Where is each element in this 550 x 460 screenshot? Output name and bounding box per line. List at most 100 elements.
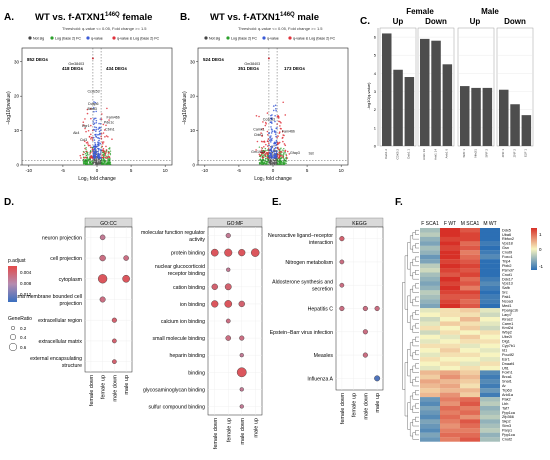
volcano-point-ns	[262, 162, 265, 165]
heatmap-cell	[460, 276, 480, 282]
volcano-point-sig	[104, 156, 107, 159]
volcano-point-sig	[270, 139, 273, 141]
volcano-point-ns	[269, 161, 271, 164]
heatmap-cell	[420, 325, 440, 331]
volcano-point-sig	[100, 149, 102, 152]
panel-c-bars: 0 1 2 3 4 5 6 Dab1 2 CDK5 2 Dab1 1 Ank1 19 Ank1 14 A…	[374, 27, 534, 160]
volcano-point-sig	[97, 152, 100, 155]
volcano-point-sig	[89, 138, 92, 140]
heatmap-cell	[440, 299, 460, 304]
volcano-point-sig	[95, 146, 97, 148]
heatmap-cell	[420, 236, 440, 242]
volcano-point-sig	[270, 132, 273, 134]
volcano-point-sig	[85, 150, 88, 153]
x-tick-label: 10	[163, 168, 169, 173]
heatmap-row-label: Arid1a	[502, 393, 514, 397]
volcano-point-ns	[265, 160, 267, 162]
volcano-point-ns	[266, 163, 268, 165]
heatmap-cell	[420, 383, 440, 389]
panel-c-ytick: 5	[374, 53, 377, 58]
volcano-point-sig	[258, 115, 260, 118]
volcano-point-ns	[86, 152, 88, 154]
volcano-point-ns	[109, 150, 112, 152]
heatmap-cell	[460, 370, 480, 375]
volcano-point-sig	[89, 155, 92, 158]
heatmap-cell	[440, 401, 460, 407]
volcano-point-sig	[87, 143, 89, 145]
panel-c: C. Female Male Up Down Up Down 0 1 2 3 4 5 6 Da…	[360, 7, 534, 160]
volcano-point-sig	[284, 149, 287, 152]
legend-size-label-1: 0.2	[20, 326, 27, 331]
x-tick-label: 10	[339, 168, 345, 173]
heatmap-row-label: Gsn	[502, 246, 509, 250]
volcano-point-sig	[271, 145, 273, 148]
heatmap-cell	[420, 259, 440, 264]
dotplot-group-label: male down	[240, 418, 246, 445]
panel-c-bar	[521, 115, 532, 146]
volcano-point-sig	[275, 109, 277, 112]
gene-label: Ccl3	[80, 138, 87, 142]
volcano-point-sig	[274, 156, 276, 159]
volcano-point-ns	[108, 148, 110, 150]
volcano-point-sig	[261, 134, 263, 137]
heatmap-cell	[480, 410, 500, 415]
heatmap-cell	[480, 437, 500, 442]
panel-c-bar	[499, 89, 509, 146]
dotplot-term-label: secretion	[312, 287, 333, 293]
heatmap-cell	[480, 334, 500, 340]
volcano-point-ns	[269, 145, 272, 148]
heatmap-cell	[480, 276, 500, 282]
panel-b-plot-frame	[197, 47, 349, 166]
volcano-point-ns	[103, 152, 106, 155]
volcano-point-sig	[98, 122, 100, 125]
heatmap-row-label: Plxb2	[502, 264, 512, 268]
volcano-point-ns	[109, 153, 112, 156]
dotplot-term-label: cytoplasm	[59, 277, 82, 283]
panel-c-bar-label: ZNF 2	[512, 149, 516, 158]
volcano-point-sig	[104, 152, 107, 155]
legend-label: Not sig	[209, 37, 220, 41]
volcano-point-sig	[275, 108, 277, 110]
volcano-point-ns	[283, 150, 285, 152]
heatmap-cell	[440, 254, 460, 260]
heatmap-row-label: Ddx17	[502, 277, 513, 281]
panel-d-legend: p.adjust 0.004 0.008 0.012 GeneRatio 0.2…	[8, 258, 32, 352]
x-tick-label: -5	[237, 168, 241, 173]
dotplot-dot	[112, 338, 117, 344]
heatmap-cell	[460, 294, 480, 300]
volcano-point-ns	[281, 149, 283, 151]
volcano-point-ns	[96, 161, 98, 164]
heatmap-row-label: Id1	[502, 348, 507, 352]
gene-label: Egr1	[82, 124, 90, 128]
heatmap-cell	[420, 276, 440, 282]
heatmap-cell	[440, 232, 460, 237]
heatmap-cell	[420, 357, 440, 362]
volcano-point-sig	[272, 109, 275, 112]
volcano-point-sig	[260, 151, 262, 154]
volcano-point-sig	[275, 143, 278, 146]
volcano-point-sig	[86, 108, 89, 111]
volcano-point-sig	[98, 141, 100, 144]
volcano-point-sig	[108, 119, 110, 121]
volcano-point-sig	[282, 140, 284, 143]
volcano-point-ns	[268, 160, 270, 162]
volcano-point-ns	[104, 163, 106, 165]
dotplot-dot	[362, 352, 368, 358]
heatmap-cell	[460, 348, 480, 353]
heatmap-cell	[440, 428, 460, 433]
volcano-point-sig	[98, 149, 100, 151]
volcano-point-sig	[261, 151, 263, 154]
dotplot-dot	[225, 233, 231, 239]
volcano-point-ns	[108, 161, 111, 164]
dotplot-group-label: male down	[363, 393, 369, 420]
heatmap-cell	[420, 397, 440, 402]
gene-label: Ccdc53	[87, 90, 99, 94]
heatmap-cell	[440, 259, 460, 264]
heatmap-cell	[480, 263, 500, 269]
heatmap-cell	[460, 419, 480, 424]
heatmap-cell	[420, 263, 440, 269]
legend-size-mid	[9, 333, 17, 341]
dotplot-dot	[339, 259, 345, 265]
heatmap-scale-0: 0	[539, 247, 542, 252]
volcano-point-sig	[265, 143, 267, 146]
